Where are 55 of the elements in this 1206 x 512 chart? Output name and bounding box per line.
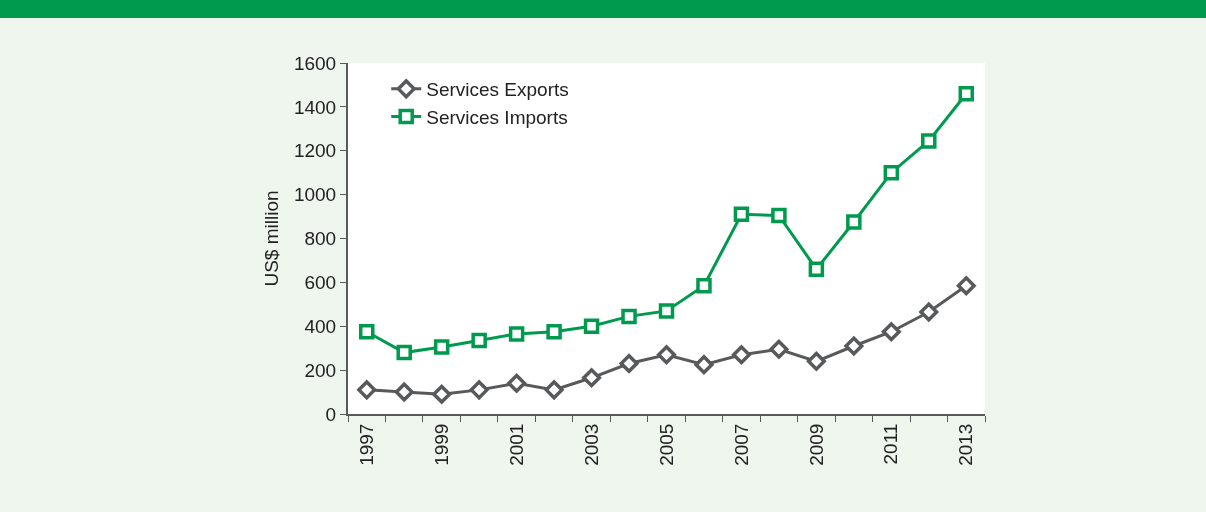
point xyxy=(619,353,639,374)
point xyxy=(469,380,489,400)
y-tick-label: 1000 xyxy=(293,184,337,206)
point xyxy=(358,323,375,340)
point xyxy=(956,276,976,296)
x-tick-label: 2005 xyxy=(655,423,677,466)
y-tick-label: 0 xyxy=(325,403,337,425)
point xyxy=(771,207,787,224)
point xyxy=(433,339,450,355)
y-tick-label: 1600 xyxy=(293,52,337,74)
x-tick-label: 2011 xyxy=(880,423,902,465)
x-tick-label: 1997 xyxy=(355,423,377,466)
point xyxy=(546,323,562,340)
point xyxy=(582,368,602,388)
x-tick-label: 2007 xyxy=(730,423,752,466)
y-tick-label: 1400 xyxy=(293,96,337,118)
x-tick-label: 2003 xyxy=(580,423,602,466)
y-tick-label: 200 xyxy=(304,359,337,381)
x-tick-label: 1999 xyxy=(430,423,452,466)
point xyxy=(508,326,525,342)
point xyxy=(808,261,825,277)
point xyxy=(733,206,750,223)
point xyxy=(769,339,789,359)
point xyxy=(696,277,712,294)
legend-label: Services Exports xyxy=(426,79,569,101)
point xyxy=(621,308,637,325)
y-axis-title: US$ million xyxy=(261,190,283,287)
x-tick-label: 2009 xyxy=(805,423,827,466)
y-tick-label: 400 xyxy=(304,315,337,337)
point xyxy=(919,302,939,322)
legend-label: Services Imports xyxy=(426,106,568,128)
point xyxy=(731,345,751,365)
point xyxy=(396,344,412,361)
point xyxy=(921,133,937,149)
point xyxy=(471,332,487,349)
point xyxy=(958,85,975,102)
point xyxy=(883,164,900,181)
point xyxy=(844,336,864,356)
y-tick-label: 1200 xyxy=(293,140,337,162)
x-tick-label: 2001 xyxy=(505,423,527,466)
point xyxy=(394,382,414,402)
point xyxy=(846,214,862,230)
point xyxy=(432,384,452,404)
point xyxy=(658,303,675,319)
point xyxy=(806,351,826,371)
point xyxy=(507,373,527,393)
point xyxy=(694,355,714,375)
y-tick-label: 800 xyxy=(304,228,337,250)
point xyxy=(357,380,377,400)
point xyxy=(583,318,600,334)
point xyxy=(656,345,677,365)
point xyxy=(544,380,564,400)
x-tick-label: 2013 xyxy=(955,423,977,466)
y-tick-label: 600 xyxy=(304,272,337,294)
point xyxy=(881,322,901,342)
